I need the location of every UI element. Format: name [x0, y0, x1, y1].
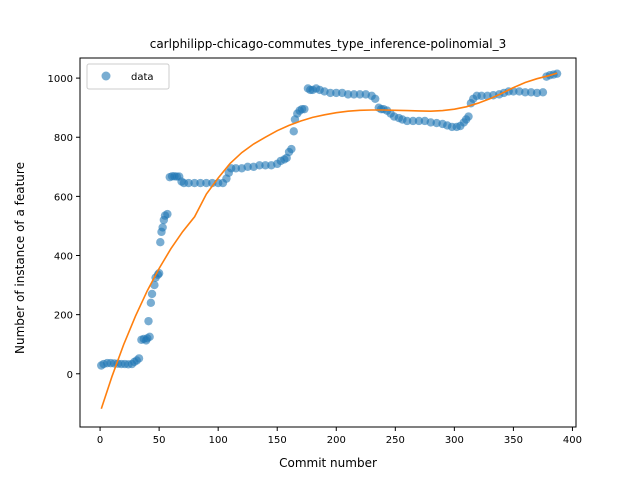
x-tick-label: 0 [97, 435, 103, 446]
data-point [196, 178, 205, 188]
x-tick-label: 100 [209, 435, 228, 446]
data-point [208, 178, 217, 188]
legend-label-data: data [131, 72, 154, 83]
y-tick-label: 800 [54, 133, 73, 144]
data-point [134, 354, 144, 363]
data-point [300, 104, 309, 114]
legend-box [86, 63, 170, 90]
legend-marker-data [101, 71, 111, 81]
data-point [402, 116, 412, 126]
x-tick-label: 150 [268, 435, 287, 446]
data-point [156, 238, 165, 247]
data-point [243, 162, 252, 172]
y-tick-label: 0 [67, 370, 73, 381]
x-tick-label: 50 [153, 435, 166, 446]
data-point [521, 88, 530, 97]
data-point [261, 161, 270, 170]
x-tick-label: 350 [504, 435, 523, 446]
x-tick-label: 400 [563, 435, 582, 446]
x-tick-label: 300 [445, 435, 464, 446]
data-point [326, 88, 335, 98]
x-tick-label: 250 [386, 435, 405, 446]
data-point [231, 164, 241, 173]
data-point [145, 332, 154, 342]
y-tick-label: 1000 [48, 74, 73, 85]
data-point [343, 90, 353, 99]
data-point [332, 88, 341, 98]
chart-title: carlphilipp-chicago-commutes_type_infere… [150, 37, 507, 51]
data-point [538, 88, 548, 97]
data-point [414, 116, 424, 126]
data-point [184, 178, 193, 188]
legend: data [86, 63, 170, 90]
data-point [147, 289, 157, 299]
data-point [287, 144, 296, 154]
axes-frame [79, 57, 577, 428]
data-point [371, 94, 380, 104]
data-point [477, 91, 486, 101]
plot-area: 0 50 100 150 200 250 300 350 400 0 200 400 600 800 100… [48, 57, 582, 446]
y-axis-label: Number of instance of a feature [13, 162, 27, 354]
data-point [289, 127, 298, 136]
data-point [349, 90, 359, 99]
y-tick-label: 600 [54, 192, 73, 203]
data-point [355, 90, 365, 99]
y-tick-label: 400 [54, 252, 73, 263]
data-point [190, 178, 199, 188]
data-point [464, 112, 473, 121]
data-point [202, 178, 211, 188]
data-point [146, 298, 156, 308]
data-point [408, 116, 418, 126]
y-tick-label: 200 [54, 311, 73, 322]
x-tick-label: 200 [327, 435, 346, 446]
data-point [158, 223, 167, 232]
data-point [255, 161, 264, 170]
x-axis-label: Commit number [279, 456, 377, 470]
data-point [144, 316, 153, 326]
fit-line [100, 72, 558, 409]
data-point [163, 209, 172, 219]
